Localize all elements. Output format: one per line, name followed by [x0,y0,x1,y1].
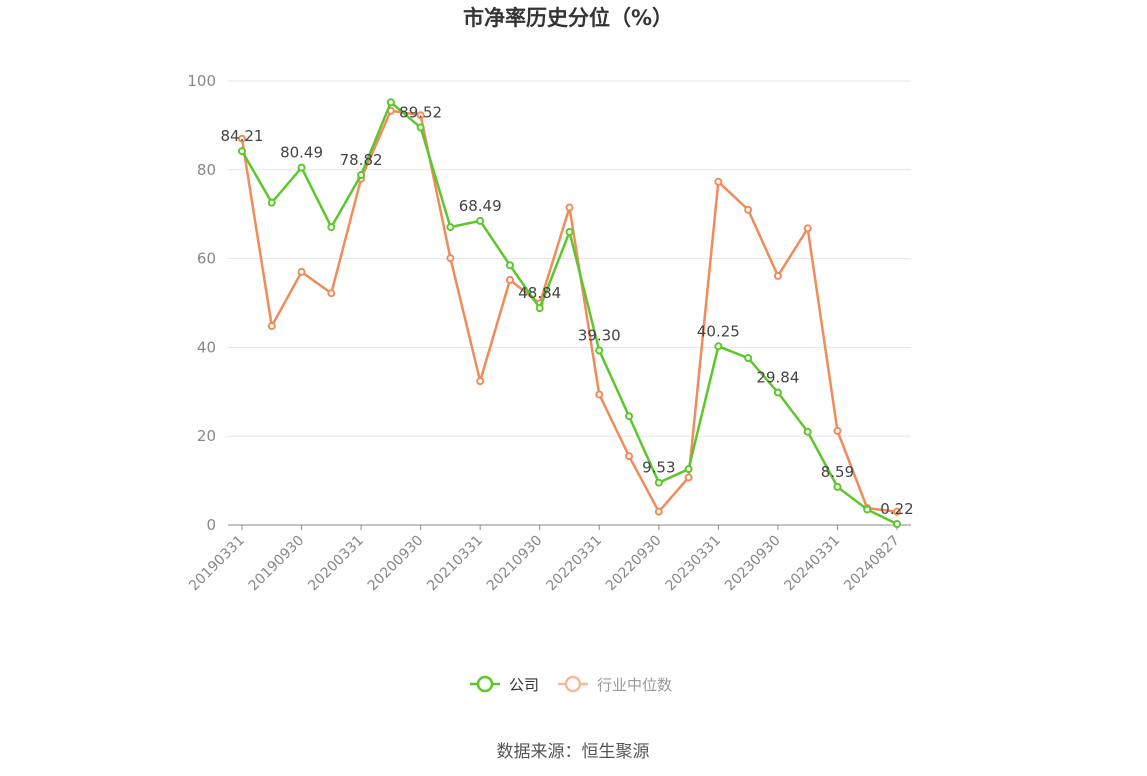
x-tick-label: 20200930 [365,533,427,595]
legend-item-company[interactable]: 公司 [470,675,539,694]
data-point-company[interactable] [833,482,842,491]
data-point-company[interactable] [238,147,246,156]
data-point-industry[interactable] [565,203,574,212]
data-label: 78.82 [340,151,383,169]
data-point-industry[interactable] [803,224,812,233]
y-tick-label: 20 [197,427,216,445]
source-note: 数据来源：恒生聚源 [497,742,650,762]
data-point-company[interactable] [714,342,723,351]
data-point-industry[interactable] [625,452,634,461]
data-point-company[interactable] [803,427,812,436]
data-point-company[interactable] [357,171,366,180]
data-point-company[interactable] [684,465,693,474]
data-point-company[interactable] [773,388,782,397]
data-point-industry[interactable] [505,275,514,284]
data-point-industry[interactable] [446,254,455,263]
x-tick-label: 20210930 [484,533,546,595]
data-point-company[interactable] [416,123,425,132]
x-tick-label: 20240331 [782,533,844,595]
x-tick-label: 20220331 [543,533,605,595]
legend-label-company: 公司 [509,676,539,694]
data-label: 8.59 [821,463,854,481]
data-point-industry[interactable] [595,390,604,399]
data-label: 9.53 [642,459,675,477]
x-tick-label: 20230331 [662,533,724,595]
data-point-company[interactable] [893,520,901,529]
legend-label-industry: 行业中位数 [597,676,672,694]
data-label: 0.22 [880,500,913,518]
series-group [238,98,901,529]
data-point-industry[interactable] [684,473,693,482]
data-point-industry[interactable] [654,507,663,516]
data-point-industry[interactable] [714,177,723,186]
x-tick-label: 20190331 [186,533,248,595]
grid [228,80,911,437]
data-label: 89.52 [399,104,442,122]
data-point-industry[interactable] [744,205,753,214]
data-point-industry[interactable] [297,267,306,276]
data-point-company[interactable] [267,198,276,207]
data-point-company[interactable] [535,304,544,313]
data-point-company[interactable] [446,223,455,232]
data-point-industry[interactable] [327,289,336,298]
data-label: 29.84 [756,369,799,387]
x-tick-label: 20220930 [603,533,665,595]
x-tick-label: 20240827 [841,533,903,595]
data-label: 40.25 [697,322,740,340]
legend-item-industry[interactable]: 行业中位数 [558,675,672,694]
data-label: 84.21 [221,127,264,145]
legend-marker-industry [564,675,582,693]
y-axis-ticks: 0 20 40 60 80 100 [187,72,216,534]
data-point-company[interactable] [565,227,574,236]
data-point-industry[interactable] [773,271,782,280]
data-label: 80.49 [280,144,323,162]
x-tick-label: 20230930 [722,533,784,595]
data-point-company[interactable] [654,478,663,487]
data-label: 48.84 [518,284,561,302]
data-point-company[interactable] [386,98,395,107]
data-labels: 84.21 80.49 78.82 89.52 68.49 48.84 39.30 9.53 4… [221,104,914,518]
chart-title: 市净率历史分位（%） [463,6,673,30]
data-point-industry[interactable] [416,111,425,120]
y-tick-label: 100 [187,72,216,90]
data-point-company[interactable] [505,261,514,270]
data-point-company[interactable] [595,346,604,355]
x-tick-label: 20200331 [305,533,367,595]
y-tick-label: 80 [197,161,216,179]
x-tick-label: 20190930 [246,533,308,595]
data-point-company[interactable] [297,163,306,172]
data-point-industry[interactable] [267,322,276,331]
data-point-industry[interactable] [476,377,485,386]
data-point-company[interactable] [476,216,485,225]
data-point-company[interactable] [863,505,872,514]
data-point-industry[interactable] [238,134,246,143]
x-axis-ticks: 2019033120190930202003312020093020210331… [186,525,903,594]
y-tick-label: 40 [197,338,216,356]
data-point-industry[interactable] [893,507,901,516]
legend: 公司 行业中位数 [470,675,672,694]
series-line-industry [240,109,898,513]
y-tick-label: 60 [197,250,216,268]
data-point-industry[interactable] [833,426,842,435]
y-tick-label: 0 [206,516,216,534]
data-point-company[interactable] [744,354,753,363]
data-label: 39.30 [578,327,621,345]
x-tick-label: 20210331 [424,533,486,595]
data-point-company[interactable] [327,223,336,232]
data-point-company[interactable] [625,412,634,421]
legend-marker-company [476,675,494,693]
data-label: 68.49 [459,197,502,215]
